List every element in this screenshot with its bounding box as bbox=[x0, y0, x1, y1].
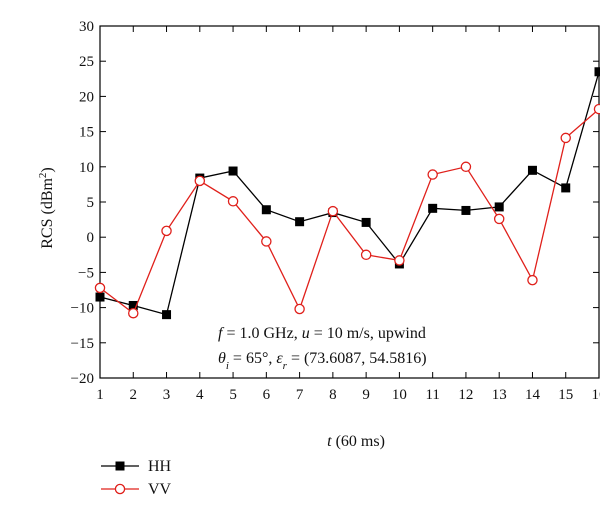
point-vv bbox=[427, 169, 438, 180]
x-tick-label: 7 bbox=[296, 387, 304, 403]
legend-hh-label: HH bbox=[148, 458, 172, 475]
x-tick-label: 11 bbox=[425, 387, 439, 403]
point-vv bbox=[94, 282, 106, 294]
legend-hh-marker bbox=[115, 461, 125, 471]
legend-entry-hh: HH bbox=[101, 458, 172, 475]
annotation-line-2: θi = 65°, εr = (73.6087, 54.5816) bbox=[218, 350, 427, 372]
y-tick-label: 25 bbox=[79, 54, 94, 70]
point-vv bbox=[460, 161, 472, 173]
x-tick-label: 8 bbox=[329, 387, 337, 403]
point-hh bbox=[228, 166, 238, 176]
x-tick-label: 10 bbox=[392, 387, 407, 403]
x-tick-label: 4 bbox=[196, 387, 204, 403]
point-vv bbox=[560, 132, 571, 144]
point-hh bbox=[461, 205, 471, 215]
x-tick-label: 16 bbox=[592, 387, 600, 403]
point-hh bbox=[527, 165, 537, 175]
legend-vv-marker bbox=[114, 483, 126, 495]
x-tick-label: 5 bbox=[229, 387, 237, 403]
point-vv bbox=[128, 307, 139, 319]
point-vv bbox=[394, 255, 405, 266]
legend: HH VV bbox=[101, 458, 172, 498]
point-vv bbox=[227, 196, 239, 207]
legend-entry-vv: VV bbox=[101, 481, 172, 498]
annotation-line-1: f = 1.0 GHz, u = 10 m/s, upwind bbox=[218, 325, 426, 342]
point-vv bbox=[261, 236, 272, 247]
point-vv bbox=[327, 205, 339, 217]
legend-vv-label: VV bbox=[148, 481, 172, 498]
x-tick-label: 13 bbox=[492, 387, 507, 403]
y-tick-label: −10 bbox=[71, 301, 94, 317]
x-axis-label: t (60 ms) bbox=[327, 433, 385, 450]
x-tick-label: 3 bbox=[163, 387, 171, 403]
point-vv bbox=[161, 225, 172, 237]
point-vv bbox=[194, 175, 206, 187]
y-tick-label: −20 bbox=[71, 371, 94, 387]
series-line-vv bbox=[99, 108, 600, 315]
point-hh bbox=[361, 217, 371, 227]
x-tick-label: 2 bbox=[130, 387, 138, 403]
point-hh bbox=[128, 300, 138, 310]
y-tick-label: 10 bbox=[79, 160, 94, 176]
point-vv bbox=[294, 303, 305, 315]
x-tick-label: 15 bbox=[558, 387, 573, 403]
x-tick-label: 9 bbox=[362, 387, 370, 403]
y-tick-label: −15 bbox=[71, 336, 94, 352]
series-line-hh bbox=[99, 71, 600, 316]
y-tick-label: 15 bbox=[79, 125, 94, 141]
x-tick-label: 6 bbox=[263, 387, 271, 403]
point-hh bbox=[261, 205, 271, 215]
y-tick-label: 30 bbox=[79, 19, 94, 35]
y-tick-label: 0 bbox=[87, 230, 95, 246]
point-hh bbox=[95, 292, 105, 302]
point-vv bbox=[360, 249, 372, 261]
point-vv bbox=[527, 274, 538, 286]
point-hh bbox=[162, 310, 172, 320]
y-axis-label: RCS (dBm2) bbox=[37, 167, 56, 249]
x-tick-label: 14 bbox=[525, 387, 541, 403]
point-hh bbox=[428, 203, 438, 213]
x-tick-label: 1 bbox=[96, 387, 104, 403]
y-tick-label: −5 bbox=[78, 265, 94, 281]
point-hh bbox=[295, 217, 305, 227]
x-tick-label: 12 bbox=[458, 387, 473, 403]
y-tick-label: 20 bbox=[79, 89, 94, 105]
point-vv bbox=[493, 213, 505, 225]
point-hh bbox=[494, 202, 504, 212]
y-tick-label: 5 bbox=[87, 195, 95, 211]
point-vv bbox=[593, 103, 600, 115]
series-group bbox=[94, 67, 600, 320]
point-hh bbox=[561, 183, 571, 193]
point-hh bbox=[594, 67, 600, 77]
